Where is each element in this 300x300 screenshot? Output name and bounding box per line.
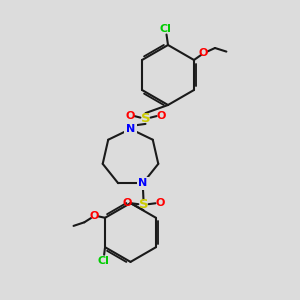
Text: O: O bbox=[125, 111, 135, 121]
Text: O: O bbox=[155, 198, 165, 208]
Text: Cl: Cl bbox=[98, 256, 110, 266]
Text: S: S bbox=[139, 198, 148, 211]
Text: O: O bbox=[156, 111, 166, 121]
Text: O: O bbox=[199, 48, 208, 59]
Text: N: N bbox=[126, 124, 135, 134]
Text: N: N bbox=[138, 178, 148, 188]
Text: Cl: Cl bbox=[159, 24, 171, 34]
Text: O: O bbox=[90, 211, 99, 221]
Text: O: O bbox=[122, 198, 132, 208]
Text: S: S bbox=[141, 112, 150, 125]
